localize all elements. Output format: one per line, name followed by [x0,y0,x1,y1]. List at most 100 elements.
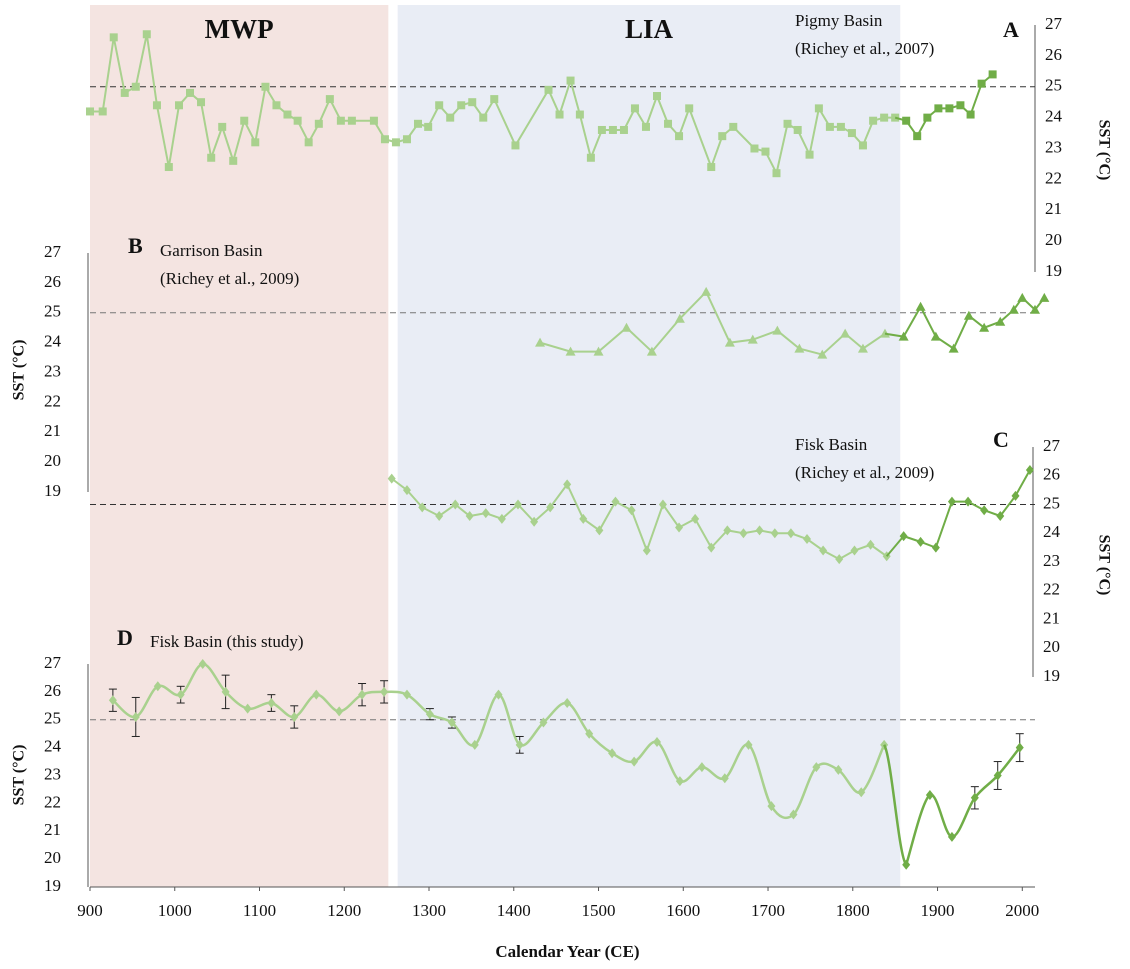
marker [653,737,661,748]
marker [515,739,524,750]
marker [720,773,729,784]
marker [630,104,639,113]
marker [930,331,941,341]
marker [970,792,979,803]
marker [664,119,673,128]
marker [468,98,477,107]
marker [685,104,694,113]
marker [457,101,466,110]
y-tick-label: 23 [44,764,61,783]
period-label: LIA [625,14,674,44]
marker [947,496,956,507]
y-tick-label: 19 [1043,666,1060,685]
marker [786,528,795,539]
y-tick-label: 27 [1045,14,1063,33]
marker [793,125,802,134]
marker [283,110,292,119]
marker [424,122,433,131]
marker [198,659,207,669]
marker [1011,490,1020,501]
marker [979,322,990,332]
marker [834,764,843,775]
marker [840,328,851,338]
y-tick-label: 24 [1045,107,1063,126]
y-tick-label: 20 [44,848,61,867]
marker [948,343,959,353]
marker [770,528,779,539]
marker [563,698,572,709]
marker [963,310,974,320]
marker [866,539,875,550]
marker [575,110,584,119]
marker [539,717,548,728]
marker [850,545,859,556]
marker [857,787,866,798]
y-axis-label: SST (°C) [11,340,28,401]
marker [555,110,564,119]
y-tick-label: 22 [1043,580,1060,599]
marker [814,104,823,113]
marker [988,70,997,79]
marker [755,525,764,536]
y-tick-label: 26 [1045,45,1062,64]
marker [369,116,378,125]
y-tick-label: 19 [44,481,61,500]
y-tick-label: 23 [1045,137,1062,156]
marker [923,113,932,122]
marker [945,104,954,113]
marker [947,831,956,842]
y-tick-label: 24 [44,737,62,756]
marker [544,85,553,94]
panel-title: (Richey et al., 2009) [795,463,934,482]
marker [593,346,604,356]
marker [402,485,411,496]
y-tick-label: 26 [44,272,61,291]
marker [1017,292,1028,302]
marker [899,531,908,542]
marker [621,322,632,332]
y-tick-label: 26 [44,681,61,700]
marker [335,706,344,717]
marker [131,82,140,91]
marker [931,542,940,553]
panel-label: A [1003,17,1019,42]
marker [1039,292,1050,302]
marker [435,511,444,521]
panel-title: Garrison Basin [160,241,263,260]
marker [402,689,411,700]
x-tick-label: 900 [77,901,103,920]
marker [579,513,588,524]
marker [418,502,427,513]
marker [1008,304,1019,314]
marker [435,101,444,110]
panel-label: D [117,625,133,650]
marker [530,516,539,527]
marker [229,156,238,165]
x-tick-label: 1000 [158,901,192,920]
x-axis-label: Calendar Year (CE) [495,942,639,961]
marker [966,110,975,119]
y-tick-label: 22 [44,792,61,811]
y-tick-label: 26 [1043,465,1060,484]
marker [772,325,783,335]
marker [251,138,260,147]
marker [120,88,129,97]
marker [646,346,657,356]
x-tick-label: 1500 [582,901,616,920]
marker [783,119,792,128]
marker [425,709,434,720]
marker [164,163,173,172]
marker [243,703,252,714]
y-axis-label: SST (°C) [11,745,28,806]
y-tick-label: 21 [1043,608,1060,627]
marker [272,101,281,110]
marker [479,113,488,122]
x-tick-label: 1800 [836,901,870,920]
y-tick-label: 27 [44,242,62,261]
y-tick-label: 22 [44,391,61,410]
panel-label: C [993,427,1009,452]
marker [293,116,302,125]
marker [221,686,230,697]
y-tick-label: 24 [1043,522,1061,541]
marker [653,92,661,101]
